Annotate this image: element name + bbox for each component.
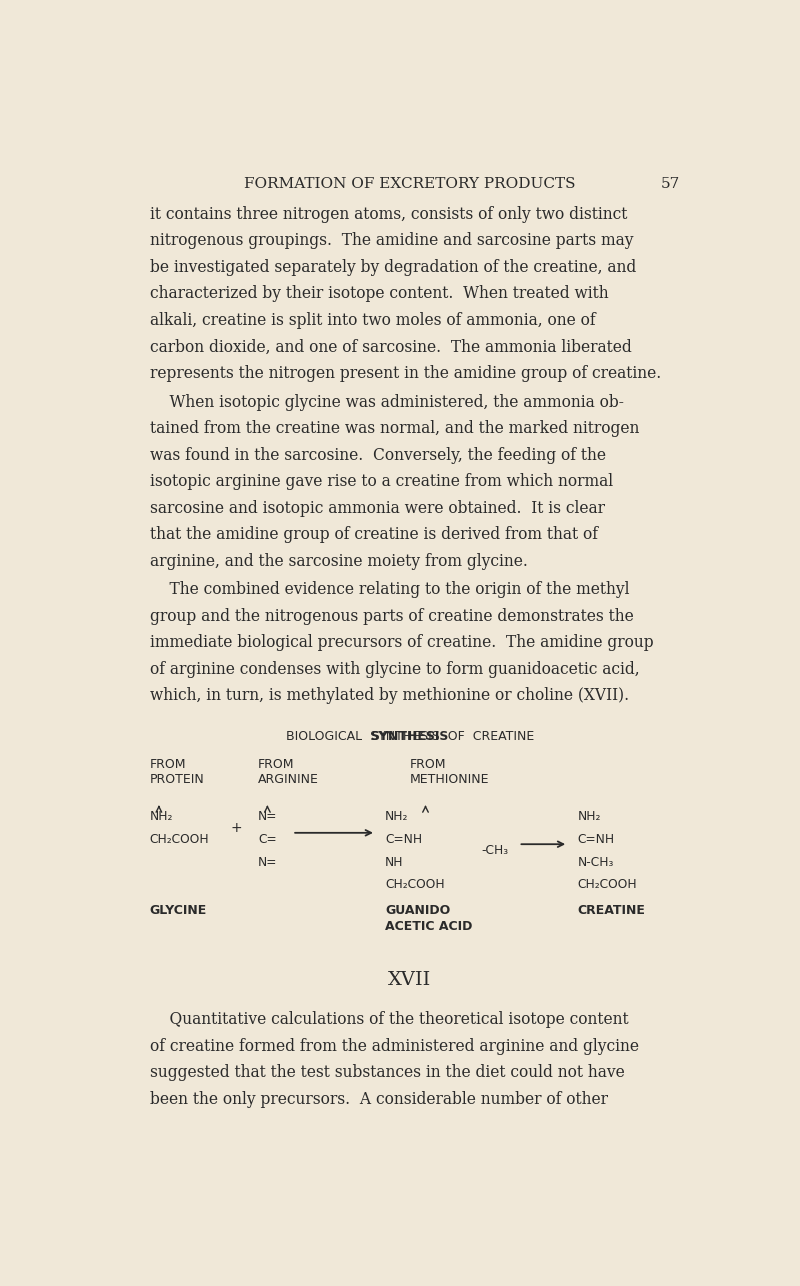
Text: C=NH: C=NH — [386, 833, 422, 846]
Text: represents the nitrogen present in the amidine group of creatine.: represents the nitrogen present in the a… — [150, 365, 661, 382]
Text: alkali, creatine is split into two moles of ammonia, one of: alkali, creatine is split into two moles… — [150, 312, 595, 329]
Text: characterized by their isotope content.  When treated with: characterized by their isotope content. … — [150, 285, 608, 302]
Text: tained from the creatine was normal, and the marked nitrogen: tained from the creatine was normal, and… — [150, 421, 639, 437]
Text: CH₂COOH: CH₂COOH — [578, 878, 637, 891]
Text: +: + — [230, 822, 242, 836]
Text: FROM
ARGININE: FROM ARGININE — [258, 757, 319, 786]
Text: SYNTHESIS: SYNTHESIS — [370, 730, 448, 743]
Text: FORMATION OF EXCRETORY PRODUCTS: FORMATION OF EXCRETORY PRODUCTS — [244, 177, 576, 192]
Text: been the only precursors.  A considerable number of other: been the only precursors. A considerable… — [150, 1091, 608, 1107]
Text: arginine, and the sarcosine moiety from glycine.: arginine, and the sarcosine moiety from … — [150, 553, 527, 570]
Text: NH₂: NH₂ — [150, 810, 173, 823]
Text: FROM
METHIONINE: FROM METHIONINE — [410, 757, 490, 786]
Text: sarcosine and isotopic ammonia were obtained.  It is clear: sarcosine and isotopic ammonia were obta… — [150, 500, 605, 517]
Text: FROM
PROTEIN: FROM PROTEIN — [150, 757, 204, 786]
Text: N=: N= — [258, 855, 278, 868]
Text: -CH₃: -CH₃ — [482, 844, 509, 858]
Text: suggested that the test substances in the diet could not have: suggested that the test substances in th… — [150, 1064, 624, 1082]
Text: which, in turn, is methylated by methionine or choline (XVII).: which, in turn, is methylated by methion… — [150, 688, 629, 705]
Text: carbon dioxide, and one of sarcosine.  The ammonia liberated: carbon dioxide, and one of sarcosine. Th… — [150, 338, 631, 355]
Text: NH₂: NH₂ — [386, 810, 409, 823]
Text: group and the nitrogenous parts of creatine demonstrates the: group and the nitrogenous parts of creat… — [150, 608, 634, 625]
Text: N-CH₃: N-CH₃ — [578, 855, 614, 868]
Text: N=: N= — [258, 810, 278, 823]
Text: NH₂: NH₂ — [578, 810, 601, 823]
Text: C=NH: C=NH — [578, 833, 614, 846]
Text: was found in the sarcosine.  Conversely, the feeding of the: was found in the sarcosine. Conversely, … — [150, 446, 606, 464]
Text: of arginine condenses with glycine to form guanidoacetic acid,: of arginine condenses with glycine to fo… — [150, 661, 639, 678]
Text: immediate biological precursors of creatine.  The amidine group: immediate biological precursors of creat… — [150, 634, 654, 652]
Text: C=: C= — [258, 833, 277, 846]
Text: When isotopic glycine was administered, the ammonia ob-: When isotopic glycine was administered, … — [150, 394, 623, 410]
Text: XVII: XVII — [388, 971, 432, 989]
Text: CH₂COOH: CH₂COOH — [150, 833, 210, 846]
Text: NH: NH — [386, 855, 404, 868]
Text: Quantitative calculations of the theoretical isotope content: Quantitative calculations of the theoret… — [150, 1011, 628, 1028]
Text: CREATINE: CREATINE — [578, 904, 646, 917]
Text: nitrogenous groupings.  The amidine and sarcosine parts may: nitrogenous groupings. The amidine and s… — [150, 233, 633, 249]
Text: be investigated separately by degradation of the creatine, and: be investigated separately by degradatio… — [150, 258, 636, 276]
Text: 57: 57 — [661, 177, 680, 192]
Text: GUANIDO
ACETIC ACID: GUANIDO ACETIC ACID — [386, 904, 473, 934]
Text: isotopic arginine gave rise to a creatine from which normal: isotopic arginine gave rise to a creatin… — [150, 473, 613, 490]
Text: of creatine formed from the administered arginine and glycine: of creatine formed from the administered… — [150, 1038, 638, 1055]
Text: GLYCINE: GLYCINE — [150, 904, 207, 917]
Text: CH₂COOH: CH₂COOH — [386, 878, 445, 891]
Text: The combined evidence relating to the origin of the methyl: The combined evidence relating to the or… — [150, 581, 629, 598]
Text: that the amidine group of creatine is derived from that of: that the amidine group of creatine is de… — [150, 526, 598, 543]
Text: it contains three nitrogen atoms, consists of only two distinct: it contains three nitrogen atoms, consis… — [150, 206, 627, 222]
Text: BIOLOGICAL  SYNTHESIS  OF  CREATINE: BIOLOGICAL SYNTHESIS OF CREATINE — [286, 730, 534, 743]
